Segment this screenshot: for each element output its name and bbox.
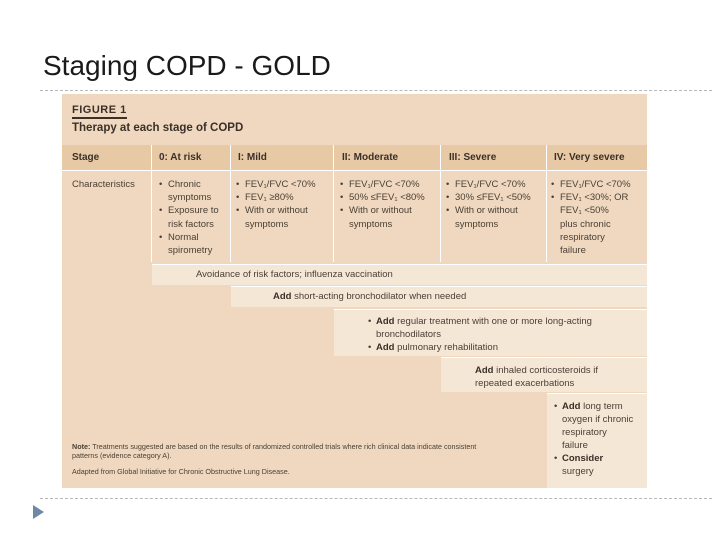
mild-cell: FEV₁/FVC <70% FEV₁ ≥80% With or without … (236, 178, 332, 231)
therapy-band-severe: Add inhaled corticosteroids if repeated … (441, 357, 647, 392)
therapy-line: repeated exacerbations (475, 378, 575, 389)
moderate-item: FEV₁/FVC <70% (340, 178, 439, 191)
severe-item: 30% ≤FEV₁ <50% (446, 191, 546, 204)
very-severe-cell: FEV₁/FVC <70% FEV₁ <30%; OR FEV₁ <50% pl… (551, 178, 645, 257)
at-risk-item: Normal spirometry (159, 231, 229, 257)
header-mild: I: Mild (238, 152, 267, 163)
therapy-line: respiratory (562, 427, 607, 438)
column-divider (440, 145, 441, 262)
title-divider (40, 90, 712, 91)
very-severe-tail-line: plus chronic (560, 218, 611, 230)
column-divider (333, 145, 334, 262)
therapy-band-moderate: • Add regular treatment with one or more … (334, 309, 647, 356)
column-divider (546, 145, 547, 262)
therapy-band-text: Avoidance of risk factors; influenza vac… (196, 269, 393, 280)
consider-keyword: Consider (562, 453, 604, 464)
header-very-severe: IV: Very severe (554, 152, 625, 163)
header-stage: Stage (72, 152, 100, 163)
gold-therapy-figure: FIGURE 1 Therapy at each stage of COPD S… (62, 94, 647, 488)
severe-item: FEV₁/FVC <70% (446, 178, 546, 191)
therapy-line: oxygen if chronic (562, 414, 634, 425)
slide-title: Staging COPD - GOLD (43, 50, 331, 81)
very-severe-tail: FEV₁ <50% plus chronic respiratory failu… (551, 204, 645, 257)
column-divider (230, 145, 231, 262)
add-keyword: Add (376, 342, 395, 353)
figure-caption: Therapy at each stage of COPD (72, 122, 244, 134)
at-risk-cell: Chronic symptoms Exposure to risk factor… (159, 178, 229, 257)
very-severe-item: FEV₁ <30%; OR (551, 191, 645, 204)
moderate-cell: FEV₁/FVC <70% 50% ≤FEV₁ <80% With or wit… (340, 178, 439, 231)
header-severe: III: Severe (449, 152, 497, 163)
figure-label: FIGURE 1 (72, 103, 127, 119)
add-keyword: Add (273, 291, 292, 302)
therapy-band-text: inhaled corticosteroids if (493, 365, 599, 376)
therapy-band-all-stages: Avoidance of risk factors; influenza vac… (152, 264, 647, 285)
stage-header-row: Stage 0: At risk I: Mild II: Moderate II… (62, 145, 647, 170)
add-keyword: Add (562, 401, 581, 412)
therapy-line: • Add long term (554, 401, 623, 412)
moderate-item: With or without symptoms (340, 204, 439, 230)
characteristics-row: Characteristics Chronic symptoms Exposur… (62, 170, 647, 262)
therapy-band-text: regular treatment with one or more long-… (394, 316, 592, 327)
add-keyword: Add (376, 316, 395, 327)
therapy-line: surgery (562, 466, 594, 477)
therapy-line: bronchodilators (376, 329, 441, 340)
therapy-line: Add inhaled corticosteroids if (475, 364, 647, 377)
at-risk-item: Exposure to risk factors (159, 204, 229, 230)
very-severe-item: FEV₁/FVC <70% (551, 178, 645, 191)
very-severe-tail-line: respiratory (560, 231, 605, 243)
severe-item: With or without symptoms (446, 204, 546, 230)
severe-cell: FEV₁/FVC <70% 30% ≤FEV₁ <50% With or wit… (446, 178, 546, 231)
column-divider (151, 145, 152, 262)
next-slide-icon[interactable] (33, 505, 44, 519)
figure-source: Adapted from Global Initiative for Chron… (72, 467, 290, 476)
header-divider (62, 170, 647, 171)
mild-item: FEV₁/FVC <70% (236, 178, 332, 191)
figure-note: Note: Treatments suggested are based on … (72, 442, 502, 460)
therapy-line: • Consider (554, 453, 604, 464)
header-moderate: II: Moderate (342, 152, 399, 163)
therapy-band-text: short-acting bronchodilator when needed (291, 291, 467, 302)
therapy-line: • Add regular treatment with one or more … (368, 316, 592, 327)
therapy-band-very-severe: • Add long term oxygen if chronic respira… (547, 393, 647, 488)
mild-item: FEV₁ ≥80% (236, 191, 332, 204)
very-severe-tail-line: FEV₁ <50% (560, 205, 609, 217)
at-risk-item: Chronic symptoms (159, 178, 229, 204)
very-severe-tail-line: failure (560, 245, 586, 257)
moderate-item: 50% ≤FEV₁ <80% (340, 191, 439, 204)
therapy-line: • Add pulmonary rehabilitation (368, 342, 498, 353)
therapy-band-mild: Add short-acting bronchodilator when nee… (231, 286, 647, 307)
mild-item: With or without symptoms (236, 204, 332, 230)
therapy-line: failure (562, 440, 588, 451)
therapy-band-text: pulmonary rehabilitation (394, 342, 498, 353)
header-at-risk: 0: At risk (159, 152, 202, 163)
add-keyword: Add (475, 365, 494, 376)
footer-divider (40, 498, 712, 499)
characteristics-label: Characteristics (72, 179, 135, 190)
therapy-band-text: long term (580, 401, 623, 412)
note-label: Note: (72, 442, 91, 451)
note-text: Treatments suggested are based on the re… (72, 442, 477, 461)
